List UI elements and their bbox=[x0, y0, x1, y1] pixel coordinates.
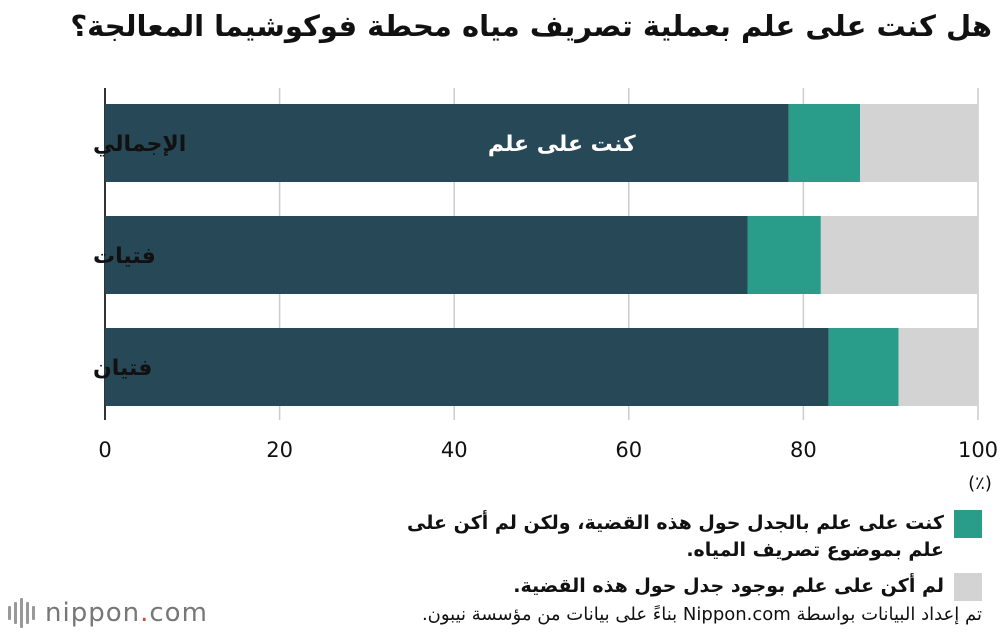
bar-segment bbox=[747, 216, 821, 294]
bar-segment bbox=[860, 104, 978, 182]
legend-label-aware-of-debate: كنت على علم بالجدل حول هذه القضية، ولكن … bbox=[407, 512, 944, 561]
bar-segment bbox=[105, 104, 789, 182]
legend-swatch-teal bbox=[954, 510, 982, 538]
x-tick-label: 40 bbox=[441, 438, 468, 462]
bar-inline-label: كنت على علم bbox=[488, 132, 636, 157]
nippon-logo: nippon.com bbox=[8, 598, 208, 628]
x-tick-label: 0 bbox=[98, 438, 111, 462]
x-tick-label: 100 bbox=[958, 438, 998, 462]
bar-segment bbox=[820, 216, 978, 294]
legend-swatch-gray bbox=[954, 573, 982, 601]
x-tick-label: 20 bbox=[266, 438, 293, 462]
logo-text: nippon.com bbox=[45, 598, 208, 628]
labels: 0 20 40 60 80 100 (٪) الإجمالي فتيات فتيان كنت على… bbox=[93, 132, 998, 494]
bar-segment bbox=[898, 328, 978, 406]
x-tick-label: 60 bbox=[615, 438, 642, 462]
bars bbox=[105, 104, 978, 406]
legend-item-unaware: لم أكن على علم بوجود جدل حول هذه القضية. bbox=[384, 573, 982, 601]
bar-segment bbox=[105, 216, 748, 294]
x-tick-label: 80 bbox=[790, 438, 817, 462]
category-label: فتيان bbox=[93, 356, 152, 381]
stacked-bar-chart: 0 20 40 60 80 100 (٪) الإجمالي فتيات فتيان كنت على… bbox=[93, 88, 998, 494]
chart-title: هل كنت على علم بعملية تصريف مياه محطة فو… bbox=[70, 9, 992, 43]
legend-label-unaware: لم أكن على علم بوجود جدل حول هذه القضية. bbox=[513, 575, 944, 597]
legend-item-aware-of-debate: كنت على علم بالجدل حول هذه القضية، ولكن … bbox=[384, 510, 982, 564]
bar-segment bbox=[105, 328, 829, 406]
logo-bars-icon bbox=[8, 598, 35, 628]
category-label: الإجمالي bbox=[93, 132, 186, 157]
bar-segment bbox=[788, 104, 861, 182]
source-note: تم إعداد البيانات بواسطة Nippon.com بناء… bbox=[421, 604, 982, 625]
bar-segment bbox=[828, 328, 899, 406]
axis-unit-label: (٪) bbox=[968, 473, 992, 494]
category-label: فتيات bbox=[93, 244, 156, 269]
